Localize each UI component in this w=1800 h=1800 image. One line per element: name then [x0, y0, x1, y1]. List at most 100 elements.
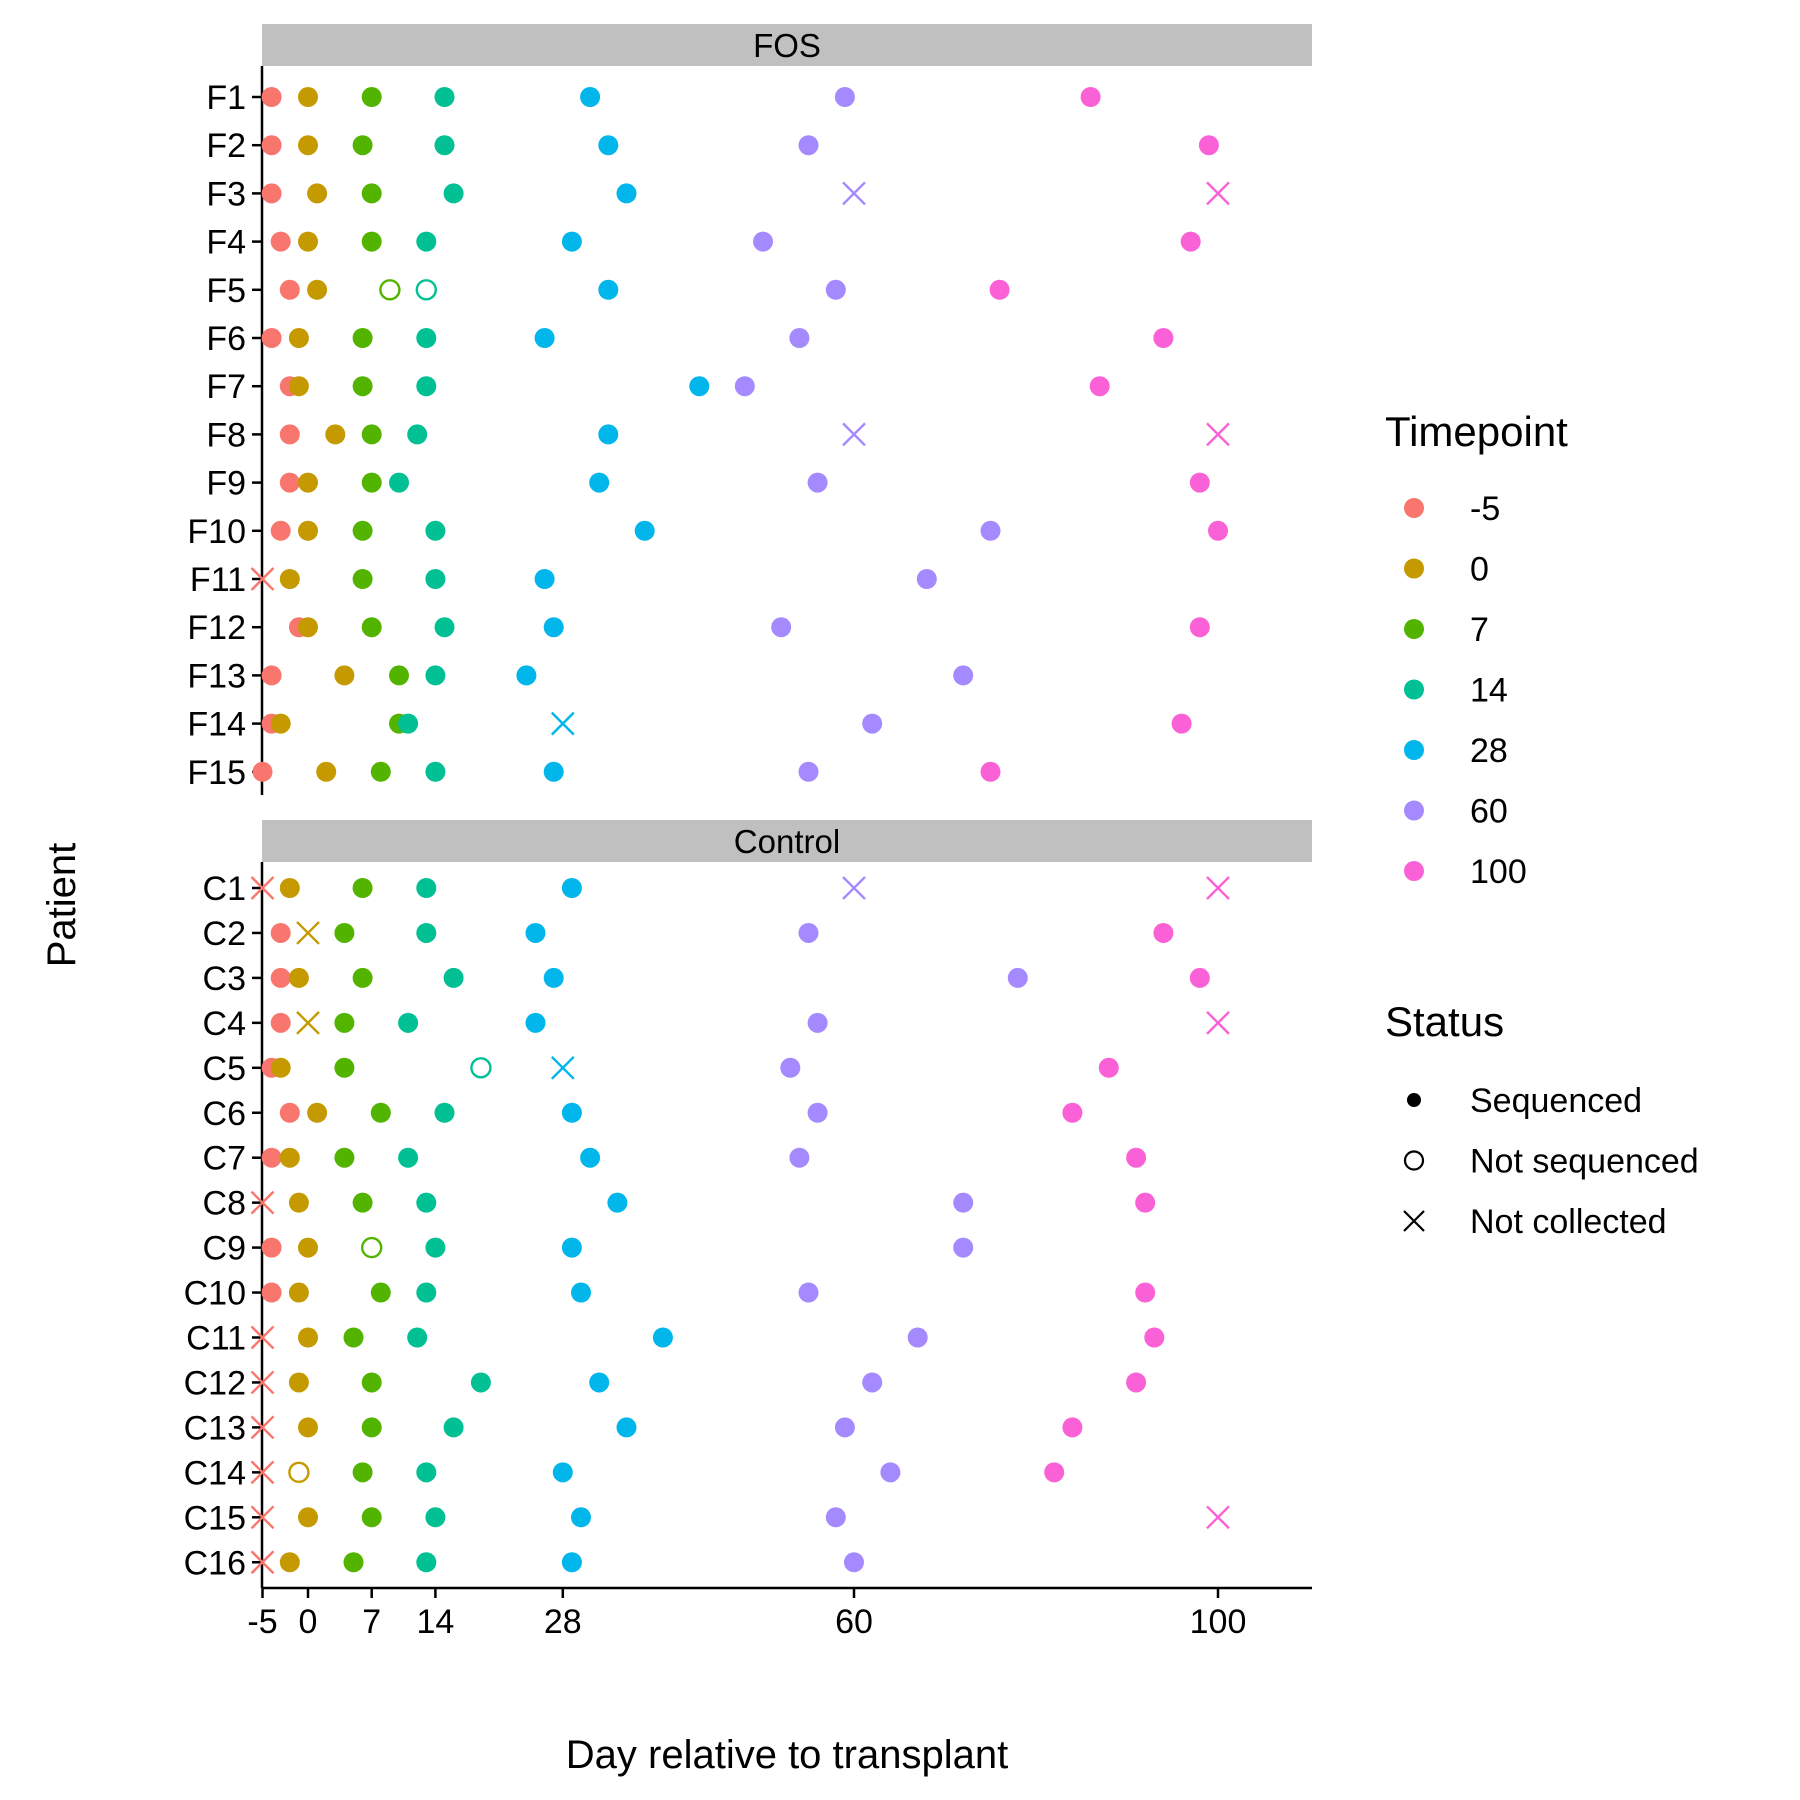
data-point [288, 967, 309, 988]
data-point [1044, 1462, 1065, 1483]
data-point [261, 183, 282, 204]
data-point [789, 328, 810, 348]
data-point [1144, 1327, 1165, 1348]
y-tick-label: F3 [206, 175, 246, 213]
data-point [561, 878, 582, 898]
data-point [580, 1147, 601, 1168]
y-tick-label: F12 [187, 609, 246, 647]
data-point [261, 1282, 282, 1303]
data-point [288, 328, 309, 348]
legend-key [1404, 800, 1424, 821]
data-points [250, 87, 1230, 782]
data-point [370, 761, 391, 782]
y-tick-label: C6 [203, 1095, 246, 1133]
data-point [334, 1057, 355, 1078]
data-point [443, 967, 464, 988]
data-point [1062, 1102, 1083, 1123]
data-point [298, 87, 318, 107]
y-axis-title: Patient [40, 843, 84, 968]
data-point [980, 520, 1001, 541]
legend-label: 14 [1470, 672, 1508, 710]
data-point [798, 1282, 819, 1303]
data-point [425, 761, 446, 782]
data-point [798, 922, 819, 943]
data-point [361, 424, 382, 445]
data-point [298, 231, 318, 252]
data-point [261, 87, 282, 107]
data-point [261, 665, 282, 686]
legend-key [1404, 679, 1424, 700]
data-point [1189, 967, 1210, 988]
data-point [398, 713, 419, 734]
data-point [316, 761, 337, 782]
data-point [279, 878, 300, 898]
facet-strip [262, 820, 1312, 862]
y-tick-label: C10 [184, 1275, 246, 1313]
legend-entry: 100 [1404, 853, 1527, 891]
data-point [798, 761, 819, 782]
data-point [561, 1552, 582, 1573]
data-point [352, 1462, 373, 1483]
data-point [1171, 713, 1192, 734]
legend-label: Sequenced [1470, 1082, 1642, 1120]
facet-strip-label: Control [734, 823, 840, 860]
data-point [296, 1011, 320, 1035]
y-tick-label: C4 [203, 1005, 246, 1043]
data-point [407, 1327, 428, 1348]
data-point [598, 135, 619, 156]
data-point [598, 279, 619, 300]
data-point [288, 1282, 309, 1303]
y-tick-label: F1 [206, 79, 246, 117]
legend-label: 0 [1470, 551, 1489, 589]
data-point [616, 183, 637, 204]
data-point [1135, 1192, 1156, 1213]
x-tick-label: 14 [416, 1603, 454, 1641]
data-point [842, 181, 866, 206]
data-point [834, 87, 855, 107]
legend-key [1404, 558, 1424, 579]
data-point [352, 376, 373, 397]
data-point [434, 135, 455, 156]
y-tick-label: C7 [203, 1140, 246, 1178]
legend-title-status: Status [1385, 998, 1504, 1045]
data-point [361, 1507, 382, 1528]
legend-entry: 0 [1404, 551, 1489, 589]
y-tick-label: C2 [203, 915, 246, 953]
legend-label: 28 [1470, 732, 1508, 770]
data-point [334, 665, 355, 686]
data-point [550, 1055, 575, 1080]
data-point [407, 424, 428, 445]
data-point [279, 279, 300, 300]
legend-entry: Sequenced [1407, 1082, 1642, 1120]
data-point [443, 1417, 464, 1438]
y-tick-label: F2 [206, 127, 246, 165]
data-point [398, 1147, 419, 1168]
data-point [1189, 617, 1210, 638]
data-point [352, 520, 373, 541]
data-point [953, 665, 974, 686]
data-point [279, 1102, 300, 1123]
y-tick-label: C16 [184, 1544, 246, 1582]
x-tick-label: 28 [544, 1603, 582, 1641]
data-point [250, 567, 275, 591]
data-point [416, 1462, 437, 1483]
data-point [571, 1282, 591, 1303]
legend-timepoint-entries: -5 0 7 14 28 60 100 [1404, 490, 1527, 891]
data-point [652, 1327, 673, 1348]
data-point [825, 1507, 846, 1528]
data-point [580, 87, 601, 107]
legend-key [1404, 619, 1424, 639]
y-tick-label: C11 [186, 1320, 246, 1358]
data-point [1080, 87, 1101, 107]
data-point [361, 231, 382, 252]
data-point [250, 1325, 275, 1350]
data-point [416, 328, 437, 348]
data-point [352, 967, 373, 988]
data-point [807, 1102, 828, 1123]
data-point [534, 569, 555, 589]
data-point [250, 1190, 275, 1215]
y-tick-label: C3 [203, 960, 246, 998]
data-point [734, 376, 755, 397]
data-point [298, 1327, 318, 1348]
